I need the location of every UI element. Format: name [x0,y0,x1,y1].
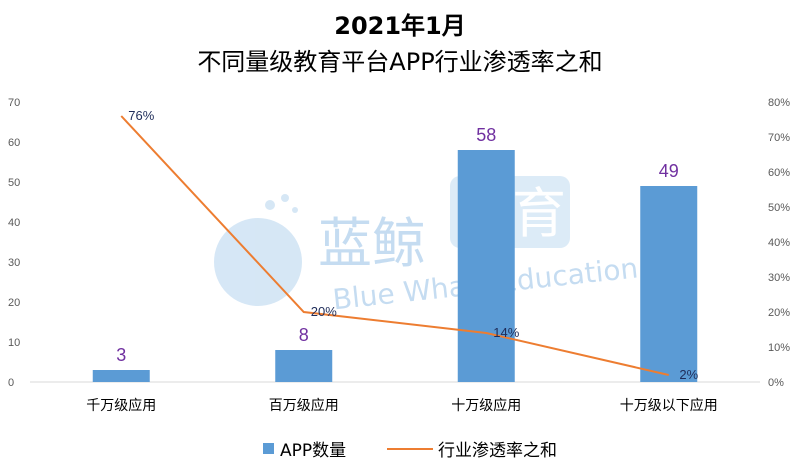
y-right-tick-label: 70% [768,132,790,144]
bar [92,370,150,382]
legend-bar-swatch [263,443,274,454]
bar-series [92,150,698,382]
line-data-labels: 76% 20% 14% 2% [128,108,698,382]
y-right-tick-label: 20% [768,307,790,319]
y-axis-right: 0% 10% 20% 30% 40% 50% 60% 70% 80% [768,97,790,389]
bar-data-labels: 3 8 58 49 [116,125,679,365]
watermark: 蓝鲸 教育 Blue Whale Education [214,176,640,316]
y-axis-left: 0 10 20 30 40 50 60 70 [8,97,20,389]
y-right-tick-label: 0% [768,377,784,389]
legend-label-line: 行业渗透率之和 [438,441,557,461]
y-left-tick-label: 30 [8,257,20,269]
y-left-tick-label: 40 [8,217,20,229]
line-path [120,115,669,376]
y-right-tick-label: 50% [768,202,790,214]
y-right-tick-label: 40% [768,237,790,249]
y-right-tick-label: 60% [768,167,790,179]
chart-title: 2021年1月 [334,12,466,40]
bar [457,150,515,382]
line-series [120,115,669,376]
chart-subtitle: 不同量级教育平台APP行业渗透率之和 [197,48,603,76]
bar [275,350,333,382]
y-left-tick-label: 50 [8,177,20,189]
line-data-label: 20% [311,304,337,319]
x-axis-category-label: 百万级应用 [269,397,339,414]
y-left-tick-label: 60 [8,137,20,149]
y-right-tick-label: 80% [768,97,790,109]
line-data-label: 14% [493,325,519,340]
line-data-label: 76% [128,108,154,123]
y-right-tick-label: 30% [768,272,790,284]
legend: APP数量 行业渗透率之和 [263,441,557,461]
x-axis-category-label: 千万级应用 [86,397,156,414]
x-axis-category-labels: 千万级应用 百万级应用 十万级应用 十万级以下应用 [86,397,718,414]
bar-data-label: 3 [116,345,126,365]
y-left-tick-label: 10 [8,337,20,349]
y-right-tick-label: 10% [768,342,790,354]
x-axis-category-label: 十万级以下应用 [620,397,718,414]
watermark-text-cn: 蓝鲸 [318,212,426,275]
y-left-tick-label: 20 [8,297,20,309]
y-left-tick-label: 70 [8,97,20,109]
line-data-label: 2% [679,367,698,382]
bar [640,186,698,382]
legend-label-bar: APP数量 [280,441,346,461]
bar-data-label: 49 [659,161,679,181]
bar-data-label: 58 [476,125,496,145]
x-axis-category-label: 十万级应用 [451,397,521,414]
y-left-tick-label: 0 [8,377,14,389]
bar-data-label: 8 [299,325,309,345]
